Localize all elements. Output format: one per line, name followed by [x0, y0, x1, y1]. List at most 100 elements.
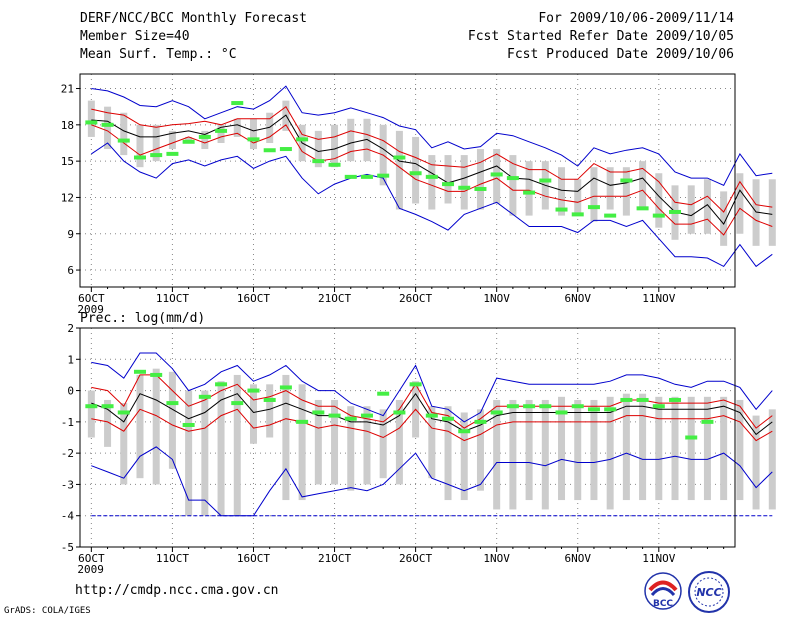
- spread-box: [412, 136, 420, 204]
- obs-marker: [198, 394, 211, 399]
- x-tick-label: 16OCT: [237, 552, 270, 565]
- obs-marker: [458, 429, 471, 434]
- obs-marker: [231, 101, 244, 106]
- spread-box: [622, 393, 630, 501]
- spread-box: [104, 399, 112, 447]
- spread-box: [476, 149, 484, 210]
- obs-marker: [474, 186, 487, 191]
- spread-box: [460, 155, 468, 210]
- plot-frame: [79, 327, 736, 548]
- obs-marker: [442, 182, 455, 187]
- x-tick-year-label: 2009: [77, 563, 104, 576]
- spread-box: [736, 399, 744, 501]
- obs-marker: [425, 174, 438, 179]
- x-tick-label: 26OCT: [399, 292, 432, 305]
- spread-box: [331, 124, 339, 168]
- y-tick-label: 21: [61, 83, 74, 96]
- obs-marker: [263, 148, 276, 153]
- bcc-logo: BCC: [644, 572, 682, 610]
- obs-marker: [117, 410, 130, 415]
- x-tick-label: 11NOV: [642, 552, 675, 565]
- spread-box: [558, 167, 566, 216]
- spread-box: [87, 100, 95, 137]
- obs-marker: [425, 413, 438, 418]
- q3-line: [91, 374, 773, 429]
- obs-marker: [279, 147, 292, 152]
- spread-box: [444, 406, 452, 501]
- spread-box: [541, 399, 549, 510]
- fcst-produced-label: Fcst Produced Date 2009/10/06: [507, 47, 734, 62]
- spread-box: [655, 173, 663, 228]
- spread-box: [493, 399, 501, 510]
- bcc-logo-text: BCC: [653, 599, 673, 609]
- obs-marker: [133, 155, 146, 160]
- obs-marker: [198, 134, 211, 139]
- spread-box: [768, 409, 776, 510]
- y-tick-label: -3: [61, 478, 74, 491]
- spread-box: [509, 399, 517, 510]
- obs-marker: [409, 382, 422, 387]
- obs-marker: [620, 397, 633, 402]
- spread-box: [428, 406, 436, 479]
- spread-box: [233, 118, 241, 137]
- y-tick-label: -2: [61, 447, 74, 460]
- obs-marker: [393, 410, 406, 415]
- max-line: [91, 352, 773, 423]
- obs-marker: [604, 407, 617, 412]
- spread-box: [752, 179, 760, 246]
- source-url[interactable]: http://cmdp.ncc.cma.gov.cn: [75, 583, 279, 598]
- y-tick-label: 0: [67, 385, 74, 398]
- obs-marker: [442, 416, 455, 421]
- obs-marker: [458, 185, 471, 190]
- x-tick-label: 1NOV: [483, 552, 510, 565]
- spread-box: [444, 155, 452, 204]
- spread-box: [395, 399, 403, 485]
- spread-box: [136, 374, 144, 479]
- median-line: [91, 392, 773, 436]
- spread-box: [574, 179, 582, 216]
- obs-marker: [555, 410, 568, 415]
- spread-box: [120, 112, 128, 156]
- obs-marker: [101, 404, 114, 409]
- obs-marker: [669, 209, 682, 214]
- obs-marker: [701, 419, 714, 424]
- obs-marker: [685, 435, 698, 440]
- spread-box: [687, 185, 695, 234]
- x-tick-label: 6OCT: [78, 292, 105, 305]
- spread-box: [752, 415, 760, 510]
- spread-box: [120, 403, 128, 485]
- y-tick-label: 2: [67, 322, 74, 335]
- spread-box: [460, 412, 468, 501]
- obs-marker: [133, 369, 146, 374]
- spread-box: [152, 124, 160, 162]
- obs-marker: [150, 372, 163, 377]
- obs-marker: [231, 401, 244, 406]
- spread-box: [249, 118, 257, 150]
- spread-box: [233, 374, 241, 516]
- q1-line: [91, 124, 773, 236]
- obs-marker: [296, 137, 309, 142]
- y-tick-label: 1: [67, 353, 74, 366]
- obs-marker: [377, 173, 390, 178]
- obs-marker: [247, 388, 260, 393]
- spread-box: [720, 191, 728, 246]
- spread-box: [217, 381, 225, 516]
- spread-box: [217, 124, 225, 143]
- spread-box: [201, 390, 209, 516]
- obs-marker: [555, 207, 568, 212]
- obs-marker: [571, 212, 584, 217]
- obs-marker: [620, 178, 633, 183]
- spread-box: [314, 399, 322, 485]
- obs-marker: [539, 404, 552, 409]
- spread-box: [395, 130, 403, 210]
- obs-marker: [182, 139, 195, 144]
- y-tick-label: -1: [61, 416, 74, 429]
- obs-marker: [312, 410, 325, 415]
- obs-marker: [150, 153, 163, 158]
- obs-marker: [377, 391, 390, 396]
- spread-box: [476, 409, 484, 491]
- spread-box: [266, 384, 274, 438]
- obs-marker: [85, 120, 98, 125]
- min-line: [91, 446, 773, 517]
